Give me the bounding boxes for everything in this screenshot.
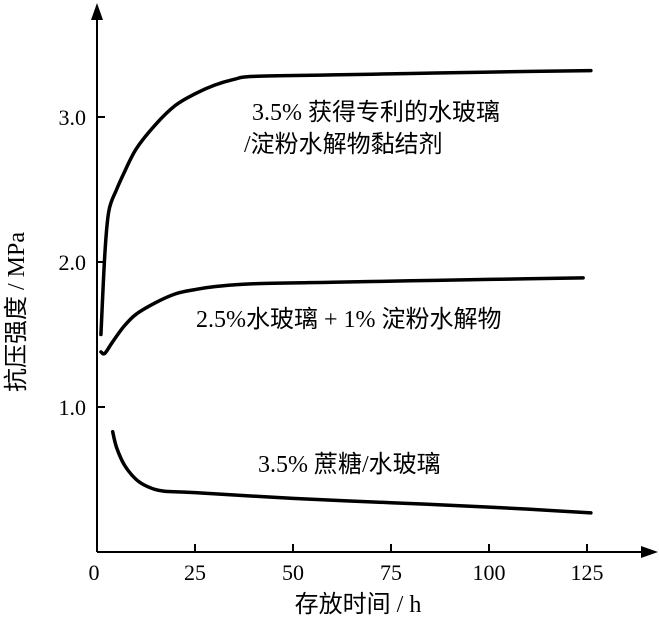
x-tick-label: 25 (184, 560, 206, 585)
series-group (99, 68, 593, 515)
y-tick-label: 1.0 (59, 395, 87, 420)
x-tick-label: 75 (380, 560, 402, 585)
x-axis-label: 存放时间 / h (295, 591, 422, 618)
series-line-patented-binder (99, 68, 593, 337)
series-line-sucrose-waterglass (110, 429, 593, 515)
series-label: 3.5% 获得专利的水玻璃 (252, 99, 500, 126)
x-tick-label: 100 (473, 560, 506, 585)
y-axis-label: 抗压强度 / MPa (3, 232, 30, 392)
y-tick-label: 3.0 (59, 105, 87, 130)
series-label: 3.5% 蔗糖/水玻璃 (258, 451, 441, 478)
series-line-waterglass-starch (99, 276, 585, 356)
series-label: 2.5%水玻璃 + 1% 淀粉水解物 (196, 306, 502, 333)
y-ticks: 1.0 2.0 3.0 (59, 105, 105, 420)
series-labels: 3.5% 获得专利的水玻璃/淀粉水解物黏结剂 2.5%水玻璃 + 1% 淀粉水解物… (196, 99, 502, 478)
x-tick-label: 0 (89, 560, 100, 585)
x-axis-arrow (641, 546, 658, 558)
series-label: /淀粉水解物黏结剂 (244, 131, 443, 158)
x-ticks: 0 25 50 75 100 125 (89, 544, 604, 585)
x-tick-label: 50 (282, 560, 304, 585)
y-axis-arrow (91, 3, 103, 20)
y-tick-label: 2.0 (59, 250, 87, 275)
x-tick-label: 125 (571, 560, 604, 585)
